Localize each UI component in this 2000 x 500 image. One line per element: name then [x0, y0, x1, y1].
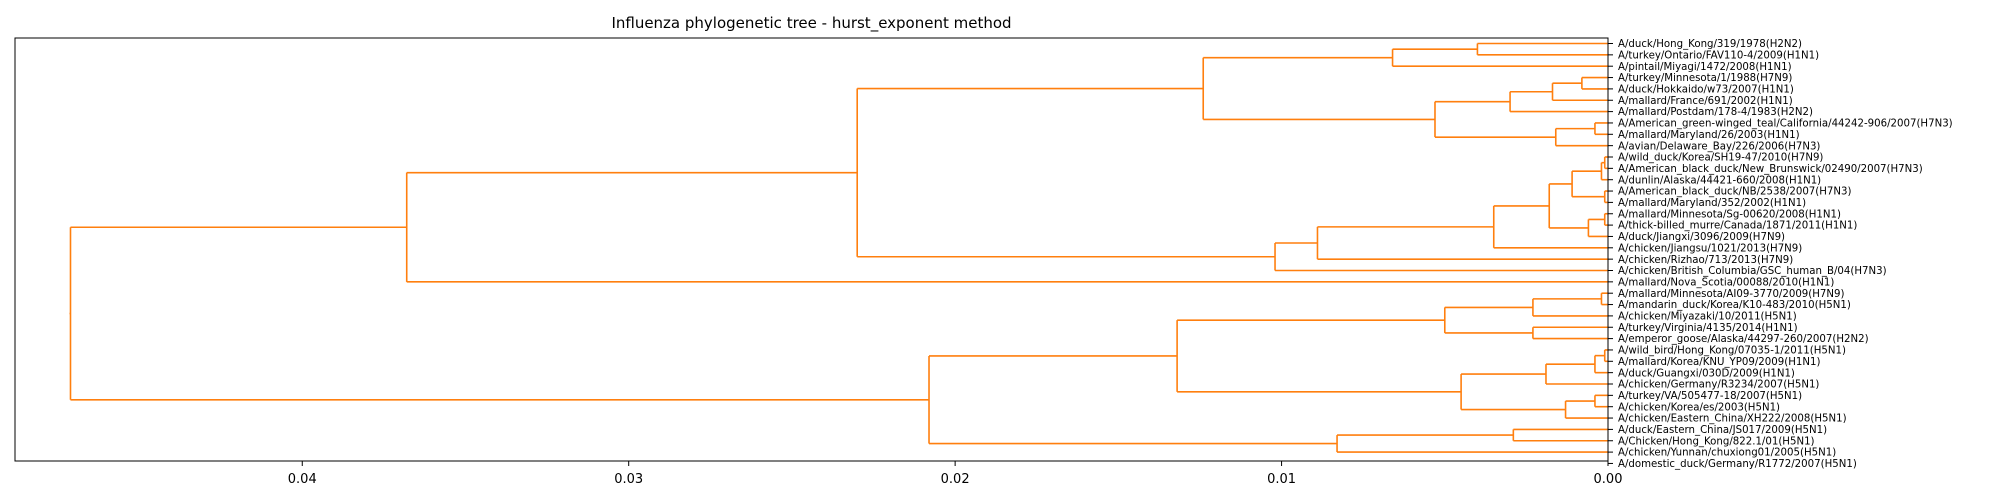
leaf-labels: A/duck/Hong_Kong/319/1978(H2N2)A/turkey/… [1608, 39, 1953, 470]
leaf-label: A/turkey/Ontario/FAV110-4/2009(H1N1) [1618, 50, 1819, 61]
leaf-label: A/Chicken/Hong_Kong/822.1/01(H5N1) [1618, 436, 1815, 447]
leaf-label: A/domestic_duck/Germany/R1772/2007(H5N1) [1618, 459, 1857, 470]
leaf-label: A/chicken/Rizhao/713/2013(H7N9) [1618, 255, 1793, 266]
leaf-label: A/pintail/Miyagi/1472/2008(H1N1) [1618, 62, 1792, 73]
x-axis: 0.04 0.03 0.02 0.01 0.00 [288, 461, 1623, 487]
leaf-label: A/thick-billed_murre/Canada/1871/2011(H1… [1618, 221, 1857, 232]
leaf-label: A/mallard/France/691/2002(H1N1) [1618, 96, 1793, 107]
leaf-label: A/mallard/Minnesota/Sg-00620/2008(H1N1) [1618, 209, 1841, 220]
leaf-label: A/turkey/Virginia/4135/2014(H1N1) [1618, 323, 1798, 334]
leaf-label: A/turkey/Minnesota/1/1988(H7N9) [1618, 73, 1792, 84]
leaf-label: A/duck/Guangxi/030D/2009(H1N1) [1618, 368, 1795, 379]
plot-frame [14, 37, 1609, 462]
x-tick-label: 0.01 [1267, 472, 1296, 487]
chart-title: Influenza phylogenetic tree - hurst_expo… [611, 14, 1011, 33]
leaf-label: A/duck/Hokkaido/w73/2007(H1N1) [1618, 85, 1794, 96]
leaf-label: A/chicken/Korea/es/2003(H5N1) [1618, 402, 1780, 413]
leaf-label: A/American_green-winged_teal/California/… [1618, 119, 1953, 130]
leaf-label: A/mallard/Nova_Scotia/00088/2010(H1N1) [1618, 277, 1834, 288]
leaf-label: A/wild_bird/Hong_Kong/07035-1/2011(H5N1) [1618, 346, 1846, 357]
leaf-label: A/mallard/Maryland/352/2002(H1N1) [1618, 198, 1806, 209]
tree-links [69, 42, 1608, 453]
leaf-label: A/dunlin/Alaska/44421-660/2008(H1N1) [1618, 175, 1821, 186]
leaf-label: A/mallard/Postdam/178-4/1983(H2N2) [1618, 107, 1813, 118]
leaf-label: A/wild_duck/Korea/SH19-47/2010(H7N9) [1618, 153, 1823, 164]
leaf-label: A/American_black_duck/NB/2538/2007(H7N3) [1618, 187, 1852, 198]
leaf-label: A/mallard/Maryland/26/2003(H1N1) [1618, 130, 1800, 141]
leaf-label: A/chicken/British_Columbia/GSC_human_B/0… [1618, 266, 1887, 277]
leaf-label: A/American_black_duck/New_Brunswick/0249… [1618, 164, 1923, 175]
x-tick-label: 0.02 [941, 472, 970, 487]
leaf-label: A/duck/Hong_Kong/319/1978(H2N2) [1618, 39, 1802, 50]
leaf-label: A/chicken/Yunnan/chuxiong01/2005(H5N1) [1618, 448, 1836, 459]
x-tick-label: 0.04 [288, 472, 317, 487]
leaf-label: A/emperor_goose/Alaska/44297-260/2007(H2… [1618, 334, 1869, 345]
x-tick-label: 0.03 [614, 472, 643, 487]
leaf-label: A/duck/Jiangxi/3096/2009(H7N9) [1618, 232, 1785, 243]
leaf-label: A/chicken/Germany/R3234/2007(H5N1) [1618, 380, 1819, 391]
leaf-label: A/mandarin_duck/Korea/K10-483/2010(H5N1) [1618, 300, 1851, 311]
leaf-label: A/mallard/Minnesota/AI09-3770/2009(H7N9) [1618, 289, 1845, 300]
leaf-label: A/avian/Delaware_Bay/226/2006(H7N3) [1618, 141, 1820, 152]
leaf-label: A/chicken/Miyazaki/10/2011(H5N1) [1618, 312, 1797, 323]
leaf-label: A/duck/Eastern_China/JS017/2009(H5N1) [1618, 425, 1827, 436]
leaf-label: A/turkey/VA/505477-18/2007(H5N1) [1618, 391, 1802, 402]
leaf-label: A/mallard/Korea/KNU_YP09/2009(H1N1) [1618, 357, 1820, 368]
x-tick-label: 0.00 [1594, 472, 1623, 487]
leaf-label: A/chicken/Jiangsu/1021/2013(H7N9) [1618, 243, 1802, 254]
leaf-label: A/chicken/Eastern_China/XH222/2008(H5N1) [1618, 414, 1847, 425]
